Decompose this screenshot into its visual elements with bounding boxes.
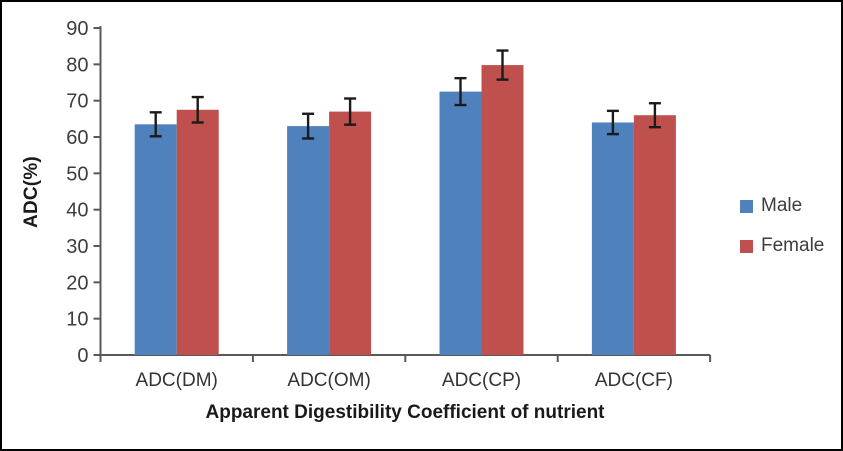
category-label: ADC(CF) bbox=[595, 370, 673, 391]
legend: Male Female bbox=[740, 193, 824, 259]
bar-female-adccf bbox=[633, 115, 676, 355]
legend-label-female: Female bbox=[761, 235, 825, 256]
y-tick-label: 60 bbox=[66, 127, 88, 149]
legend-entry-female: Female bbox=[740, 233, 824, 259]
bar-male-adcdm bbox=[134, 124, 177, 355]
y-tick-label: 50 bbox=[66, 163, 88, 185]
x-axis-title: Apparent Digestibility Coefficient of nu… bbox=[205, 402, 605, 423]
y-tick-label: 10 bbox=[66, 309, 88, 331]
bar-male-adcom bbox=[287, 126, 330, 355]
category-label: ADC(OM) bbox=[287, 370, 370, 391]
y-tick-label: 0 bbox=[77, 345, 88, 367]
male-series-swatch bbox=[740, 199, 753, 213]
y-tick-label: 40 bbox=[66, 200, 88, 222]
category-label: ADC(CP) bbox=[442, 370, 521, 391]
legend-label-male: Male bbox=[761, 195, 803, 216]
category-label: ADC(DM) bbox=[136, 370, 218, 391]
y-tick-label: 70 bbox=[66, 91, 88, 113]
y-tick-label: 30 bbox=[66, 236, 88, 258]
y-tick-label: 80 bbox=[66, 54, 88, 76]
legend-entry-male: Male bbox=[740, 193, 824, 219]
bar-female-adccp bbox=[481, 65, 524, 355]
y-tick-label: 90 bbox=[66, 18, 88, 40]
y-tick-label: 20 bbox=[66, 272, 88, 294]
y-axis-title: ADC(%) bbox=[21, 156, 42, 228]
bar-female-adcdm bbox=[176, 109, 219, 356]
female-series-swatch bbox=[740, 239, 753, 253]
bar-female-adcom bbox=[329, 111, 372, 356]
bar-male-adccp bbox=[439, 91, 482, 356]
bar-male-adccf bbox=[591, 122, 634, 355]
